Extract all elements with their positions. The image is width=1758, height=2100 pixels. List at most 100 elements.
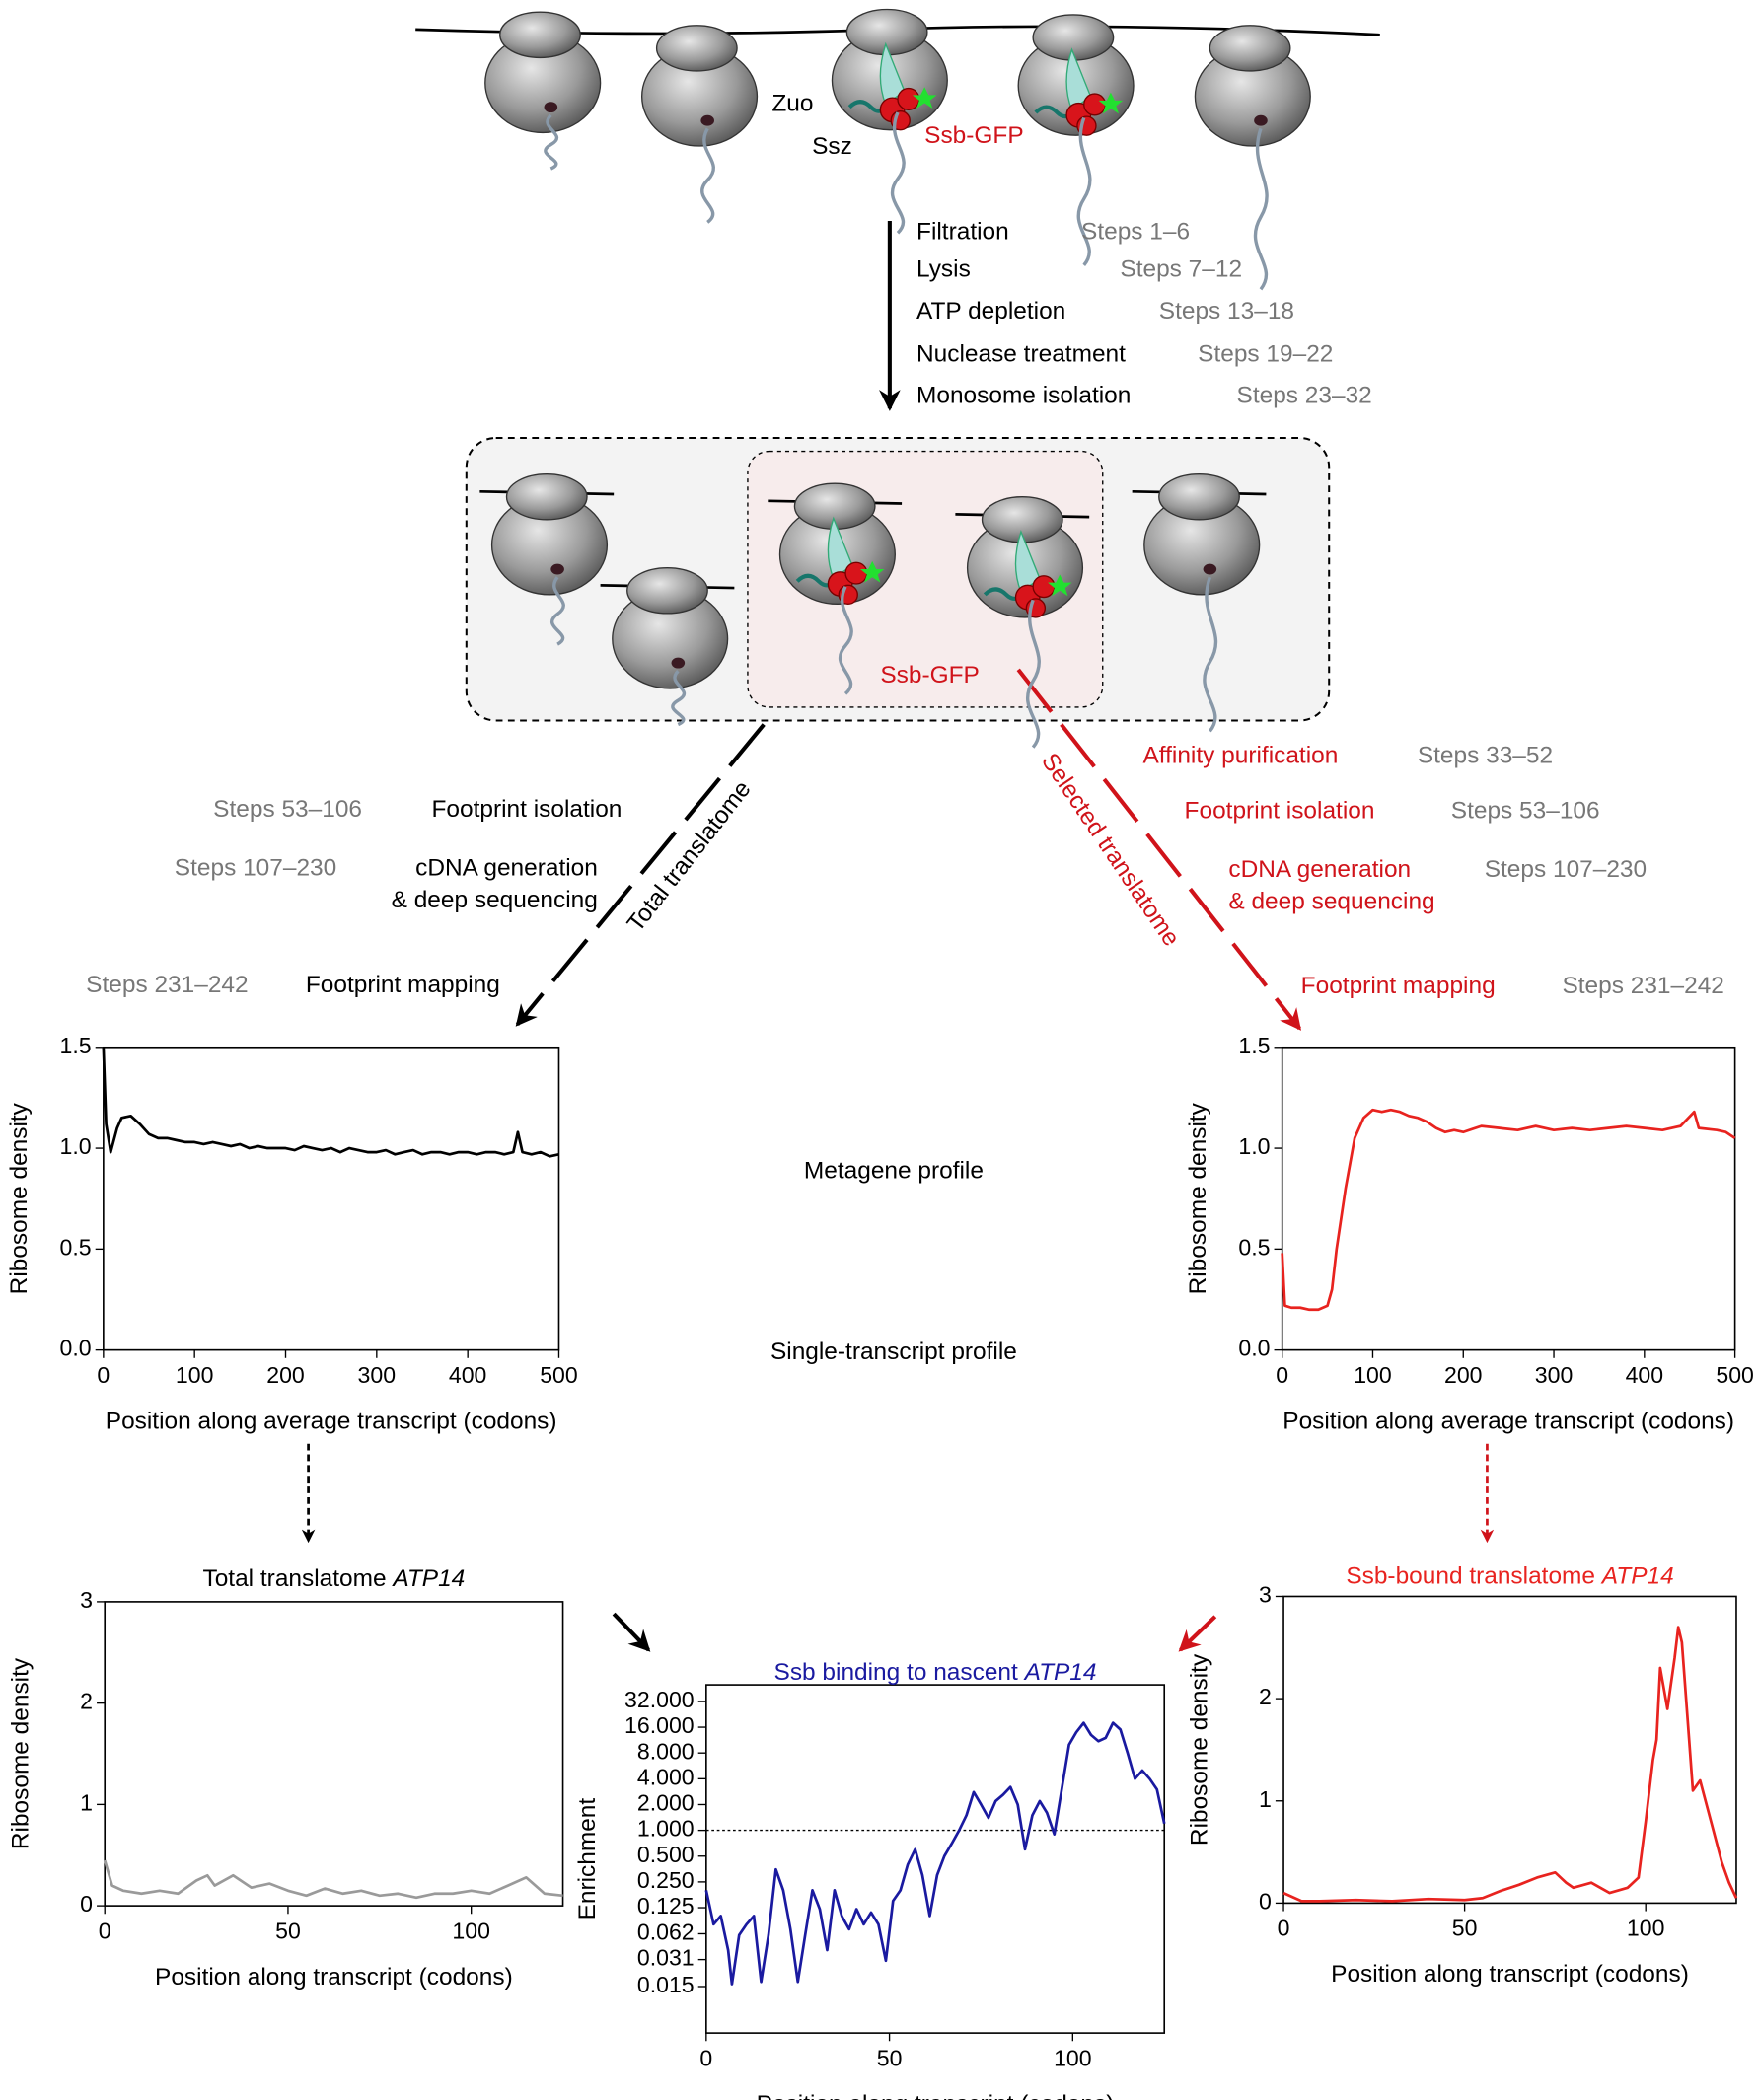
y-tick-label: 2: [1259, 1684, 1272, 1709]
arrow: [1016, 668, 1302, 1031]
gfp: [912, 87, 937, 109]
tail: [544, 113, 559, 171]
x-tick-label: 200: [266, 1362, 305, 1388]
label: Steps 231–242: [1562, 973, 1723, 999]
x-tick-label: 100: [1054, 2045, 1092, 2070]
y-tick-label: 0.0: [1238, 1336, 1270, 1361]
y-tick-label: 16.000: [624, 1712, 695, 1738]
chart-title: Ssb binding to nascent ATP14: [774, 1660, 1097, 1687]
x-tick-label: 100: [1354, 1362, 1392, 1388]
label: Footprint isolation: [1185, 797, 1375, 824]
ssb: [844, 561, 868, 585]
label: Steps 23–32: [1237, 382, 1372, 408]
label: Monosome isolation: [916, 382, 1131, 408]
label: Nuclease treatment: [916, 340, 1126, 367]
label: Total translatome: [623, 776, 757, 937]
gfp: [859, 560, 885, 583]
label: Ssb-GFP: [924, 122, 1023, 149]
y-axis-label: Ribosome density: [7, 1657, 34, 1849]
ssb: [1032, 575, 1056, 599]
ssb: [1083, 93, 1107, 116]
gfp: [1048, 574, 1072, 597]
y-tick-label: 3: [1259, 1582, 1272, 1608]
label: Filtration: [916, 219, 1009, 246]
y-tick-label: 1.000: [637, 1816, 695, 1842]
x-tick-label: 200: [1444, 1362, 1483, 1388]
tunnel: [544, 102, 558, 113]
chart-title: Ssb-bound translatome ATP14: [1346, 1563, 1673, 1590]
y-tick-label: 1.5: [1238, 1033, 1270, 1058]
tail: [838, 585, 853, 695]
title-gene: ATP14: [391, 1566, 465, 1593]
y-tick-label: 2: [80, 1689, 93, 1714]
y-tick-label: 1: [80, 1789, 93, 1815]
y-tick-label: 0.5: [1238, 1234, 1270, 1260]
label: Selected translatome: [1036, 749, 1185, 951]
y-tick-label: 0.062: [637, 1919, 695, 1945]
title-text: Ssb binding to nascent: [774, 1660, 1018, 1687]
y-tick-label: 0.015: [637, 1972, 695, 1997]
x-tick-label: 0: [1278, 1916, 1290, 1941]
label: Ssb-GFP: [880, 662, 979, 688]
y-axis-label: Ribosome density: [1186, 1653, 1212, 1846]
y-tick-label: 0.031: [637, 1945, 695, 1971]
x-tick-label: 400: [1626, 1362, 1664, 1388]
y-axis-label: Enrichment: [574, 1798, 601, 1920]
title-gene: ATP14: [1600, 1563, 1674, 1590]
x-tick-label: 100: [452, 1918, 490, 1943]
y-tick-label: 8.000: [637, 1738, 695, 1764]
label: Steps 53–106: [213, 796, 362, 823]
y-axis-label: Ribosome density: [1185, 1102, 1211, 1294]
y-axis-label: Ribosome density: [6, 1102, 33, 1294]
y-tick-label: 0.5: [60, 1234, 92, 1260]
x-axis-label: Position along transcript (codons): [1331, 1961, 1689, 1988]
small-subunit: [1158, 472, 1240, 521]
y-tick-label: 0: [1259, 1889, 1272, 1915]
label: Affinity purification: [1142, 743, 1338, 769]
tail: [890, 111, 906, 235]
label: cDNA generation: [415, 855, 598, 882]
x-tick-label: 50: [877, 2045, 903, 2070]
label: Lysis: [916, 256, 971, 283]
y-tick-label: 0.0: [60, 1336, 92, 1361]
x-tick-label: 500: [540, 1362, 578, 1388]
title-text: Ssb-bound translatome: [1346, 1563, 1595, 1590]
tail: [1076, 116, 1092, 266]
data-line: [1282, 1626, 1738, 1903]
tunnel: [1203, 563, 1217, 575]
x-tick-label: 300: [358, 1362, 397, 1388]
arrow: [612, 1612, 651, 1652]
y-tick-label: 32.000: [624, 1687, 695, 1712]
x-tick-label: 400: [449, 1362, 487, 1388]
label: Steps 33–52: [1418, 743, 1553, 769]
y-tick-label: 1.0: [60, 1133, 92, 1159]
x-tick-label: 500: [1716, 1362, 1754, 1388]
y-tick-label: 0.250: [637, 1867, 695, 1893]
small-subunit: [626, 567, 708, 615]
x-axis-label: Position along transcript (codons): [155, 1964, 513, 1991]
small-subunit: [655, 25, 738, 72]
label: Steps 1–6: [1081, 219, 1190, 246]
y-tick-label: 4.000: [637, 1764, 695, 1789]
y-tick-label: 3: [80, 1587, 93, 1613]
small-subunit: [499, 11, 581, 59]
tail: [549, 576, 565, 646]
plot-frame: [1281, 1046, 1736, 1351]
x-tick-label: 50: [275, 1918, 301, 1943]
data-line: [103, 1859, 563, 1900]
x-axis-label: Position along transcript (codons): [757, 2091, 1115, 2100]
gfp: [1098, 92, 1124, 114]
title-gene: ATP14: [1023, 1660, 1097, 1687]
label: & deep sequencing: [1228, 889, 1434, 915]
tunnel: [700, 114, 714, 126]
y-tick-label: 1.0: [1238, 1133, 1270, 1159]
label: Footprint isolation: [432, 796, 623, 823]
label: Steps 13–18: [1159, 298, 1294, 325]
label: Steps 7–12: [1120, 256, 1242, 283]
tail: [1203, 576, 1218, 733]
arrow: [515, 723, 766, 1027]
label: Metagene profile: [804, 1158, 984, 1185]
y-tick-label: 0.500: [637, 1842, 695, 1867]
plot-frame: [103, 1046, 560, 1351]
tail: [700, 127, 715, 224]
